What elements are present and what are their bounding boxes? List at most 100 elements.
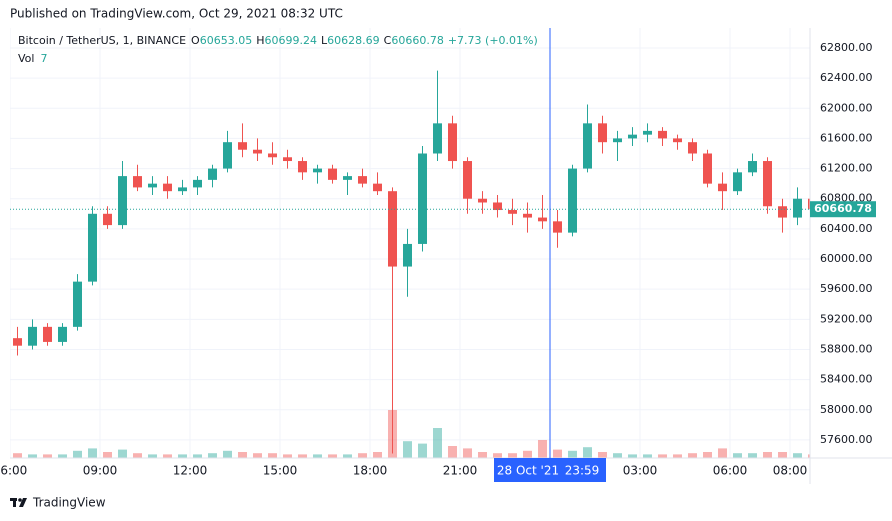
y-tick-label: 62800.00 [820,41,873,54]
volume-bar [178,454,187,458]
published-header: Published on TradingView.com, Oct 29, 20… [10,7,343,21]
volume-bar [28,454,37,458]
legend: Bitcoin / TetherUS, 1, BINANCE O60653.05 H… [18,34,538,65]
candle-body [148,183,157,188]
volume-bar [13,453,22,458]
candle-body [163,183,172,192]
crosshair-date: 28 Oct '21 [497,464,559,478]
volume-bar [133,453,142,458]
x-tick-label: 21:00 [443,464,478,478]
y-tick-label: 60400.00 [820,222,873,235]
candle-body [103,213,112,226]
volume-bar [253,453,262,458]
y-tick-label: 57600.00 [820,433,873,446]
x-tick-label: 03:00 [623,464,658,478]
ohlc-value: 60653.05 [200,34,253,47]
volume-bar [718,448,727,458]
volume-bar [433,428,442,458]
volume-bar [193,454,202,458]
brand: TradingView [10,496,106,510]
candle-body [448,123,457,162]
candle-body [598,123,607,143]
volume-key: Vol [18,52,34,65]
volume-bar [283,454,292,458]
volume-bar [463,448,472,458]
volume-legend: Vol 7 [18,52,47,65]
volume-bar [613,453,622,458]
candle-body [28,326,37,346]
volume-bar [658,454,667,458]
volume-bar [58,454,67,458]
volume-bar [628,454,637,458]
time-axis: 06:00 09:00 12:00 15:00 18:00 21:00 03:00 06:00… [0,464,807,478]
volume-bar [223,450,232,458]
candle-body [463,161,472,199]
volume-bar [88,448,97,458]
candle-body [808,198,810,210]
y-tick-label: 58400.00 [820,373,873,386]
x-tick-label: 08:00 [773,464,808,478]
volume-bar [493,453,502,458]
candle-body [223,142,232,169]
volume-bar [538,440,547,458]
volume-bar [358,453,367,458]
candle-layer [10,70,810,454]
ohlc-key: C [384,34,392,47]
volume-bar [373,452,382,458]
volume-bar [793,453,802,458]
volume-bar [208,453,217,458]
candle-body [208,168,217,180]
y-tick-label: 58800.00 [820,342,873,355]
volume-bar [733,453,742,458]
candle-body [628,134,637,139]
candle-body [688,142,697,154]
volume-layer [13,410,810,458]
candle-body [703,153,712,184]
candle-body [748,161,757,173]
candle-body [58,326,67,342]
candle-body [718,183,727,192]
volume-bar [553,449,562,458]
y-tick-label: 61200.00 [820,162,873,175]
volume-bar [118,449,127,458]
x-tick-label: 06:00 [713,464,748,478]
candle-body [43,326,52,342]
candle-body [508,210,517,214]
y-tick-label: 61600.00 [820,131,873,144]
candle-body [358,176,367,184]
volume-bar [163,454,172,458]
volume-bar [268,453,277,458]
y-tick-label: 59200.00 [820,312,873,325]
candle-body [343,176,352,180]
ohlc-value: 60628.69 [327,34,380,47]
candle-body [118,176,127,226]
change: +7.73 (+0.01%) [448,34,538,47]
volume-bar [343,454,352,458]
candle-body [493,202,502,211]
x-tick-label: 06:00 [0,464,27,478]
candle-body [133,176,142,188]
candle-body [658,130,667,139]
candle-body [178,187,187,192]
candle-body [778,206,787,218]
candle-body [733,172,742,192]
candle-body [13,338,22,346]
volume-bar [523,450,532,458]
candle-body [193,179,202,188]
ohlc-key: O [191,34,200,47]
candle-body [313,168,322,173]
ohlc-key: H [256,34,264,47]
candle-body [88,213,97,282]
y-tick-label: 60000.00 [820,252,873,265]
candle-body [763,161,772,207]
volume-bar [748,453,757,458]
volume-bar [328,454,337,458]
volume-bar [598,452,607,458]
y-tick-label: 59600.00 [820,282,873,295]
candle-body [478,198,487,203]
volume-bar [43,454,52,458]
volume-bar [103,452,112,458]
y-tick-label: 58000.00 [820,403,873,416]
volume-bar [583,447,592,458]
candle-body [388,191,397,267]
